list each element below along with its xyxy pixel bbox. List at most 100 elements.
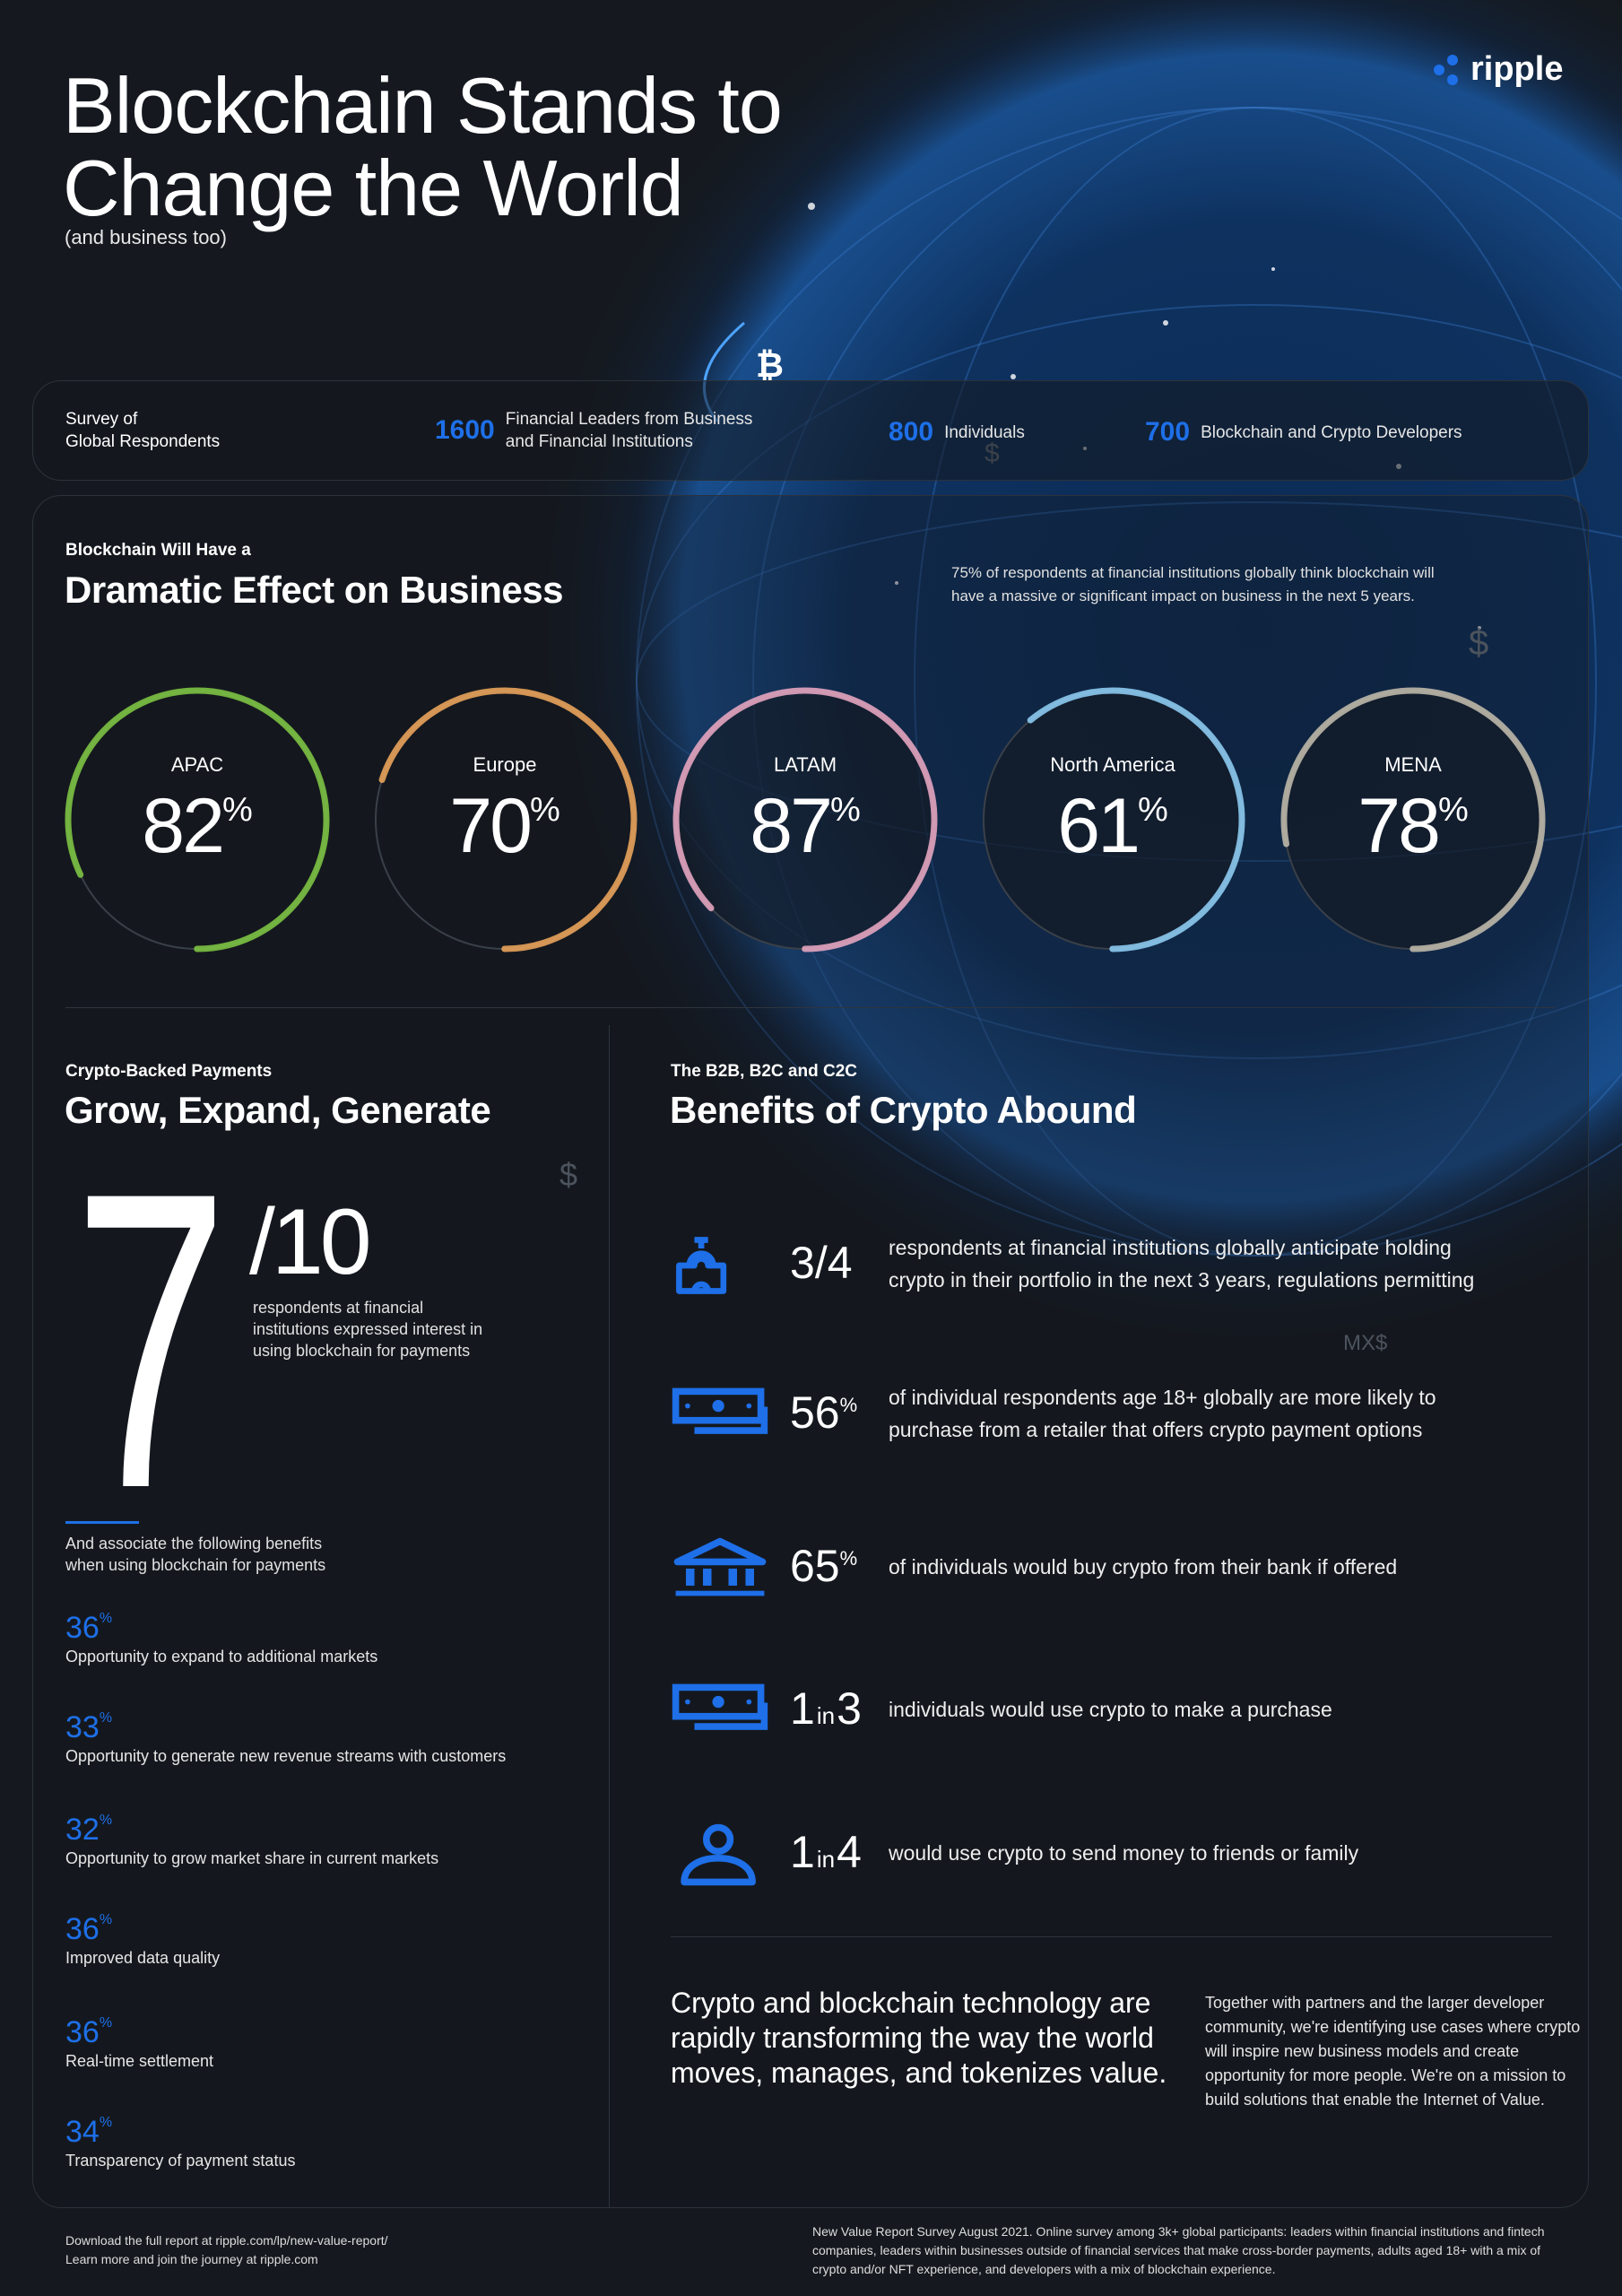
cash-stack-icon [672, 1387, 768, 1434]
payments-desc: respondents at financial institutions ex… [253, 1297, 482, 1361]
stat-b: 3 [837, 1683, 862, 1734]
denominator: /10 [249, 1190, 372, 1294]
region-value: 87% [671, 782, 940, 871]
benefit-percent: 36 [65, 1912, 100, 1946]
benefit-label: Opportunity to generate new revenue stre… [65, 1747, 507, 1765]
benefit-percent: 32 [65, 1813, 100, 1847]
ripple-logo: ripple [1433, 50, 1563, 89]
benefit-stat: 65% [790, 1540, 889, 1592]
svg-text:₿: ₿ [756, 347, 784, 385]
impact-note-line: have a massive or significant impact on … [951, 587, 1415, 604]
region-percent: 82 [142, 783, 225, 869]
benefit-item: 36% Improved data quality [65, 1912, 220, 1968]
region-value: 70% [370, 782, 639, 871]
percent-sign: % [99, 2115, 113, 2130]
benefit-percent: 36 [65, 2015, 100, 2049]
payments-intro-line: And associate the following benefits [65, 1535, 323, 1552]
payments-kicker: Crypto-Backed Payments [65, 1062, 273, 1081]
footer-methodology: New Value Report Survey August 2021. Onl… [812, 2224, 1545, 2276]
logo-text: ripple [1470, 50, 1564, 88]
column-divider [609, 1025, 610, 2208]
ring-progress-arc [672, 687, 938, 952]
survey-text: Financial Leaders from Business and Finan… [506, 408, 753, 453]
report-link[interactable]: Download the full report at ripple.com/l… [65, 2233, 388, 2248]
impact-note: 75% of respondents at financial institut… [951, 561, 1435, 608]
survey-number: 700 [1145, 417, 1191, 447]
benefit-label: Transparency of payment status [65, 2152, 296, 2170]
benefit-item: 36% Real-time settlement [65, 2015, 213, 2071]
footer-links: Download the full report at ripple.com/l… [65, 2231, 388, 2269]
stat-a: 1 [790, 1827, 815, 1877]
survey-item: 700 Blockchain and Crypto Developers [1145, 417, 1462, 448]
percent-sign: % [221, 791, 253, 829]
percent-sign: % [1137, 791, 1168, 829]
ring-gauge [672, 687, 938, 952]
benefit-stat: 3/4 [790, 1237, 889, 1289]
benefit-value: 36% [65, 1912, 220, 1947]
stat-b: 4 [837, 1827, 862, 1877]
ring-gauge [980, 687, 1245, 952]
stat-a: 65 [790, 1541, 840, 1591]
institution-icon [676, 1237, 727, 1294]
survey-item: 800 Individuals [889, 417, 1025, 448]
region-ring-latam: LATAM 87% [671, 685, 940, 954]
stat-separator: in [816, 1846, 836, 1873]
description-line: would use crypto to send money to friend… [889, 1841, 1359, 1865]
stat-a: 1 [790, 1683, 815, 1734]
ring-progress-arc [1280, 687, 1546, 952]
impact-kicker: Blockchain Will Have a [65, 541, 251, 560]
benefit-row: 1in3 individuals would use crypto to make… [666, 1674, 1554, 1745]
impact-heading: Dramatic Effect on Business [65, 569, 564, 611]
payments-intro-line: when using blockchain for payments [65, 1556, 326, 1574]
region-name: Europe [473, 753, 537, 776]
survey-number: 1600 [435, 415, 495, 445]
benefit-percent: 36 [65, 1611, 100, 1645]
survey-text-line: Financial Leaders from Business [505, 410, 753, 429]
region-name: LATAM [773, 753, 837, 776]
benefits-heading: Benefits of Crypto Abound [670, 1089, 1137, 1131]
survey-number: 800 [889, 417, 934, 447]
benefit-row: 3/4 respondents at financial institutions… [666, 1228, 1554, 1300]
benefit-stat: 56% [790, 1387, 889, 1439]
percent-sign: % [99, 1611, 113, 1626]
region-ring-europe: Europe 70% [370, 685, 639, 954]
region-ring-apac: APAC 82% [63, 685, 332, 954]
description-line: of individuals would buy crypto from the… [889, 1555, 1398, 1578]
region-percent: 70 [449, 783, 533, 869]
benefits-kicker: The B2B, B2C and C2C [671, 1062, 857, 1081]
region-value: 78% [1279, 782, 1548, 871]
stat-a: 56 [790, 1387, 840, 1438]
payments-desc-line: using blockchain for payments [253, 1342, 471, 1360]
person-icon [681, 1823, 756, 1886]
ring-progress-arc [65, 687, 330, 952]
benefit-item: 36% Opportunity to expand to additional m… [65, 1611, 377, 1666]
learn-more-link[interactable]: Learn more and join the journey at rippl… [65, 2252, 318, 2266]
description-line: respondents at financial institutions gl… [889, 1236, 1452, 1259]
region-value: 61% [978, 782, 1247, 871]
region-name: MENA [1384, 753, 1442, 776]
benefit-label: Opportunity to expand to additional mark… [65, 1648, 378, 1665]
benefit-label: Real-time settlement [65, 2052, 214, 2070]
page-title: Blockchain Stands to Change the World [63, 61, 783, 230]
region-percent: 87 [750, 783, 833, 869]
benefits-divider [671, 1936, 1552, 1937]
stat-b: 4 [827, 1238, 853, 1288]
ring-progress-arc [372, 687, 638, 952]
survey-text: Blockchain and Crypto Developers [1201, 422, 1462, 442]
payments-desc-line: institutions expressed interest in [253, 1320, 483, 1338]
benefit-value: 36% [65, 2015, 213, 2050]
survey-label-line: Survey of [65, 410, 138, 429]
survey-text-line: and Financial Institutions [505, 432, 693, 451]
payments-desc-line: respondents at financial [253, 1299, 424, 1317]
benefit-row: 65% of individuals would buy crypto from … [666, 1531, 1554, 1603]
survey-panel: Survey of Global Respondents 1600 Financ… [32, 380, 1589, 481]
benefit-description: respondents at financial institutions gl… [889, 1231, 1534, 1296]
benefit-value: 33% [65, 1710, 506, 1745]
title-line-1: Blockchain Stands to [63, 61, 783, 150]
percent-sign: % [839, 1394, 858, 1416]
region-value: 82% [63, 782, 332, 871]
benefit-value: 32% [65, 1813, 438, 1848]
percent-sign: % [529, 791, 560, 829]
ring-gauge [1280, 687, 1546, 952]
description-line: individuals would use crypto to make a p… [889, 1698, 1332, 1721]
